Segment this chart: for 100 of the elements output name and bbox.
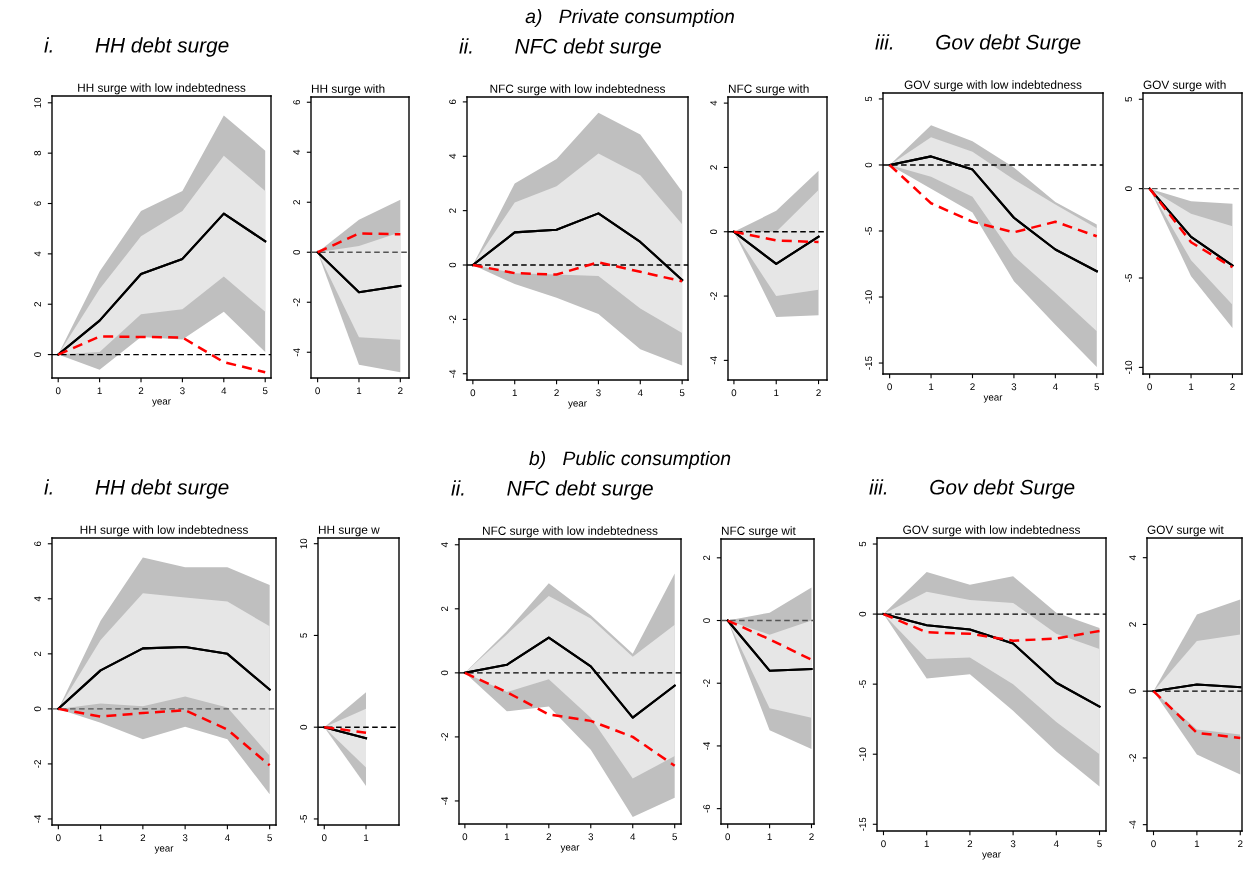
y-tick-label: -2 — [703, 679, 710, 688]
chart-title: NFC surge with low indebtedness — [490, 84, 666, 96]
x-tick-label: 0 — [1151, 840, 1156, 848]
x-tick-label: 0 — [56, 834, 61, 842]
chart-title: HH surge w — [318, 525, 380, 537]
x-tick-label: 2 — [1230, 383, 1235, 391]
y-tick-label: 2 — [1129, 622, 1136, 627]
y-tick-label: -2 — [449, 315, 456, 324]
x-tick-label: 4 — [221, 387, 227, 395]
y-tick-label: 10 — [34, 97, 42, 108]
x-axis-title: year — [983, 395, 1003, 403]
y-tick-label: 0 — [34, 706, 42, 712]
y-tick-label: 6 — [449, 99, 457, 105]
x-axis-title: year — [982, 852, 1001, 860]
y-tick-label: 5 — [859, 541, 867, 547]
y-tick-label: 4 — [1129, 555, 1136, 561]
x-axis-title: year — [560, 845, 580, 853]
y-tick-label: 4 — [34, 596, 41, 602]
x-axis-title: year — [152, 399, 171, 407]
x-tick-label: 4 — [1052, 383, 1058, 391]
x-tick-label: 2 — [398, 387, 403, 395]
y-tick-label: 2 — [449, 208, 456, 213]
y-tick-label: 4 — [710, 100, 717, 106]
x-tick-label: 1 — [504, 833, 510, 841]
x-tick-label: 2 — [970, 383, 975, 391]
y-tick-label: 4 — [441, 542, 448, 548]
y-tick-label: -2 — [1129, 754, 1136, 762]
y-tick-label: 2 — [34, 302, 41, 307]
y-tick-label: 5 — [1125, 96, 1133, 102]
x-tick-label: 5 — [267, 834, 272, 842]
y-tick-label: -10 — [859, 747, 867, 761]
y-tick-label: 0 — [441, 670, 449, 676]
y-tick-label: -2 — [441, 733, 448, 741]
text: i. HH debt surge — [44, 479, 229, 499]
chart-title: GOV surge wit — [1147, 525, 1224, 537]
y-tick-label: 0 — [1125, 186, 1133, 191]
x-tick-label: 2 — [138, 387, 144, 395]
x-tick-label: 2 — [1238, 840, 1243, 848]
text: a) Private consumption — [525, 8, 734, 28]
x-tick-label: 4 — [637, 389, 643, 397]
y-tick-label: 0 — [859, 611, 867, 617]
x-tick-label: 0 — [881, 840, 886, 848]
x-tick-label: 1 — [512, 389, 517, 397]
y-tick-label: -5 — [1125, 274, 1133, 282]
x-tick-label: 5 — [1097, 840, 1102, 848]
x-tick-label: 5 — [672, 833, 677, 841]
x-tick-label: 1 — [774, 389, 779, 397]
y-tick-label: 0 — [703, 618, 711, 623]
x-tick-label: 0 — [462, 833, 468, 841]
y-tick-label: 10 — [300, 538, 308, 549]
x-tick-label: 3 — [1010, 840, 1016, 848]
y-tick-label: -4 — [441, 796, 448, 805]
x-tick-label: 2 — [554, 389, 559, 397]
chart-title: HH surge with low indebtedness — [80, 525, 248, 537]
text: iii. Gov debt Surge — [875, 34, 1081, 54]
x-tick-label: 0 — [315, 387, 320, 395]
x-tick-label: 1 — [357, 387, 362, 395]
y-tick-label: 0 — [449, 262, 457, 268]
y-tick-label: -4 — [703, 741, 710, 750]
y-tick-label: 0 — [865, 162, 873, 168]
chart-title: NFC surge wit — [721, 526, 796, 538]
x-tick-label: 1 — [924, 840, 929, 848]
y-tick-label: -5 — [300, 815, 308, 823]
y-tick-label: -6 — [703, 804, 711, 813]
x-tick-label: 0 — [725, 833, 731, 841]
y-tick-label: 2 — [34, 651, 41, 657]
chart-title: HH surge with low indebtedness — [78, 83, 246, 95]
x-tick-label: 1 — [97, 387, 102, 395]
y-tick-label: -2 — [34, 760, 41, 768]
y-tick-label: -10 — [1125, 360, 1133, 374]
text: ii. NFC debt surge — [459, 38, 661, 58]
x-tick-label: 2 — [140, 834, 146, 842]
y-tick-label: 8 — [34, 150, 42, 156]
x-tick-label: 1 — [767, 833, 772, 841]
x-axis-title: year — [154, 846, 174, 854]
x-tick-label: 2 — [816, 389, 821, 397]
y-tick-label: 5 — [300, 633, 308, 638]
x-tick-label: 4 — [1053, 840, 1059, 848]
x-tick-label: 1 — [1189, 383, 1194, 391]
y-tick-label: -15 — [865, 356, 873, 370]
x-tick-label: 0 — [1147, 383, 1152, 391]
x-axis-title: year — [568, 401, 587, 409]
y-tick-label: 2 — [441, 606, 448, 612]
x-tick-label: 4 — [224, 834, 230, 842]
y-tick-label: 6 — [293, 99, 301, 105]
y-tick-label: -4 — [293, 348, 300, 357]
y-tick-label: 0 — [300, 724, 308, 730]
y-tick-label: 4 — [34, 251, 41, 257]
x-tick-label: 5 — [262, 387, 268, 395]
y-tick-label: 0 — [1129, 688, 1137, 694]
y-tick-label: 0 — [34, 352, 42, 357]
x-tick-label: 1 — [98, 834, 103, 842]
y-tick-label: 2 — [293, 200, 300, 205]
y-tick-label: -4 — [34, 814, 41, 823]
y-tick-label: -5 — [865, 227, 873, 235]
x-tick-label: 5 — [679, 389, 685, 397]
x-tick-label: 1 — [929, 383, 934, 391]
x-tick-label: 3 — [596, 389, 601, 397]
y-tick-label: 6 — [34, 541, 42, 546]
y-tick-label: -15 — [859, 817, 867, 831]
